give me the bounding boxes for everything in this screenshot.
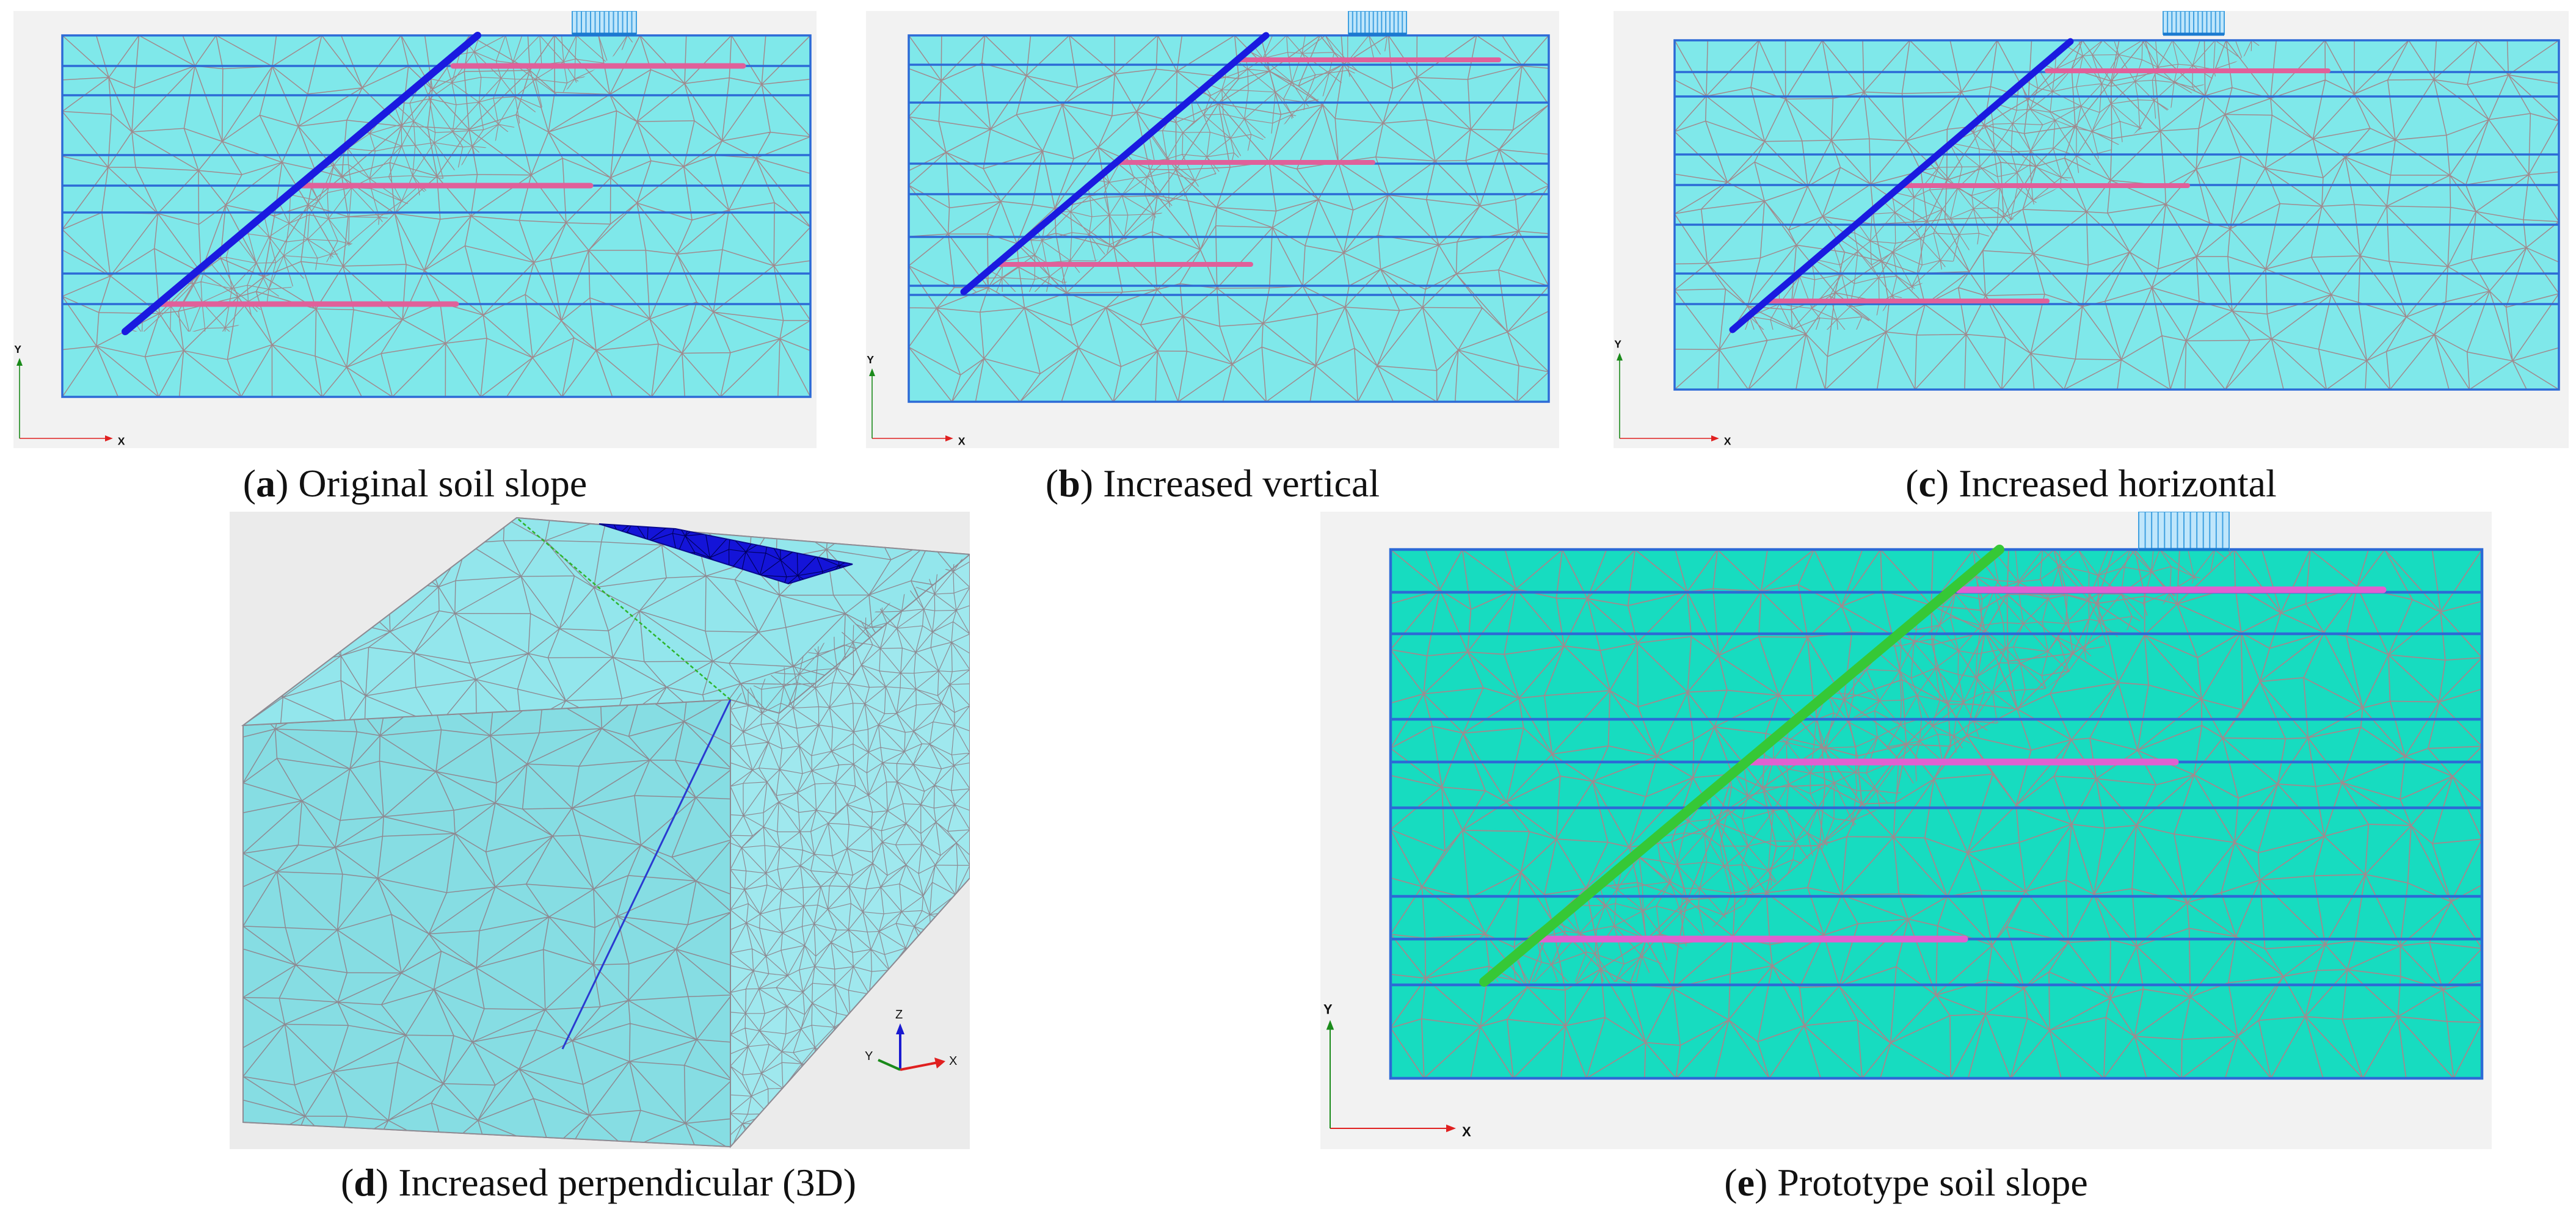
caption-a: (a) Original soil slope (242, 462, 588, 505)
x-axis-label: X (118, 435, 125, 447)
slope-crest-line (516, 517, 731, 700)
x-axis-label: X (1724, 435, 1731, 447)
load-strip (599, 523, 853, 585)
z-axis-arrowhead (896, 1023, 904, 1034)
y-axis-label: Y (1323, 1002, 1333, 1017)
x-axis-arrowhead (105, 435, 113, 441)
model-boundary (61, 34, 812, 398)
y-axis-arrowhead (869, 368, 875, 376)
slope-model-3d: Z X Y (241, 517, 970, 1149)
facing-wall (122, 32, 481, 335)
slope-model-a: XY (14, 11, 812, 447)
slope-model-c: XY (1614, 11, 2560, 447)
y-axis-arrowhead (16, 358, 23, 366)
x-axis-arrow (900, 1061, 939, 1071)
model-boundary (1673, 39, 2560, 391)
facing-wall (1729, 38, 2074, 333)
x-axis-arrowhead (1711, 435, 1719, 441)
z-axis-label: Z (895, 1008, 903, 1022)
y-axis-arrow (878, 1059, 901, 1071)
finite-element-mesh (62, 35, 810, 397)
x-axis-label: X (958, 435, 966, 447)
y-axis-label: Y (14, 343, 21, 355)
y-axis-arrowhead (1326, 1020, 1334, 1030)
soil-domain (1391, 550, 2482, 1078)
panel-d-3d: Z X Y (230, 512, 970, 1149)
caption-d: (d) Increased perpendicular (3D) (340, 1161, 857, 1204)
caption-b: (b) Increased vertical (1045, 462, 1380, 505)
y-axis-arrowhead (1617, 352, 1623, 361)
x-axis-arrowhead (1446, 1124, 1456, 1133)
mesh-group (62, 35, 810, 397)
facing-wall (1479, 545, 2004, 987)
model-boundary (1389, 548, 2484, 1080)
slope-model-b: XY (867, 11, 1550, 447)
x-axis-arrowhead (945, 435, 953, 441)
soil-domain (62, 35, 810, 397)
x-axis-label: X (1462, 1124, 1471, 1139)
caption-c: (c) Increased horizontal (1905, 462, 2277, 505)
x-axis-arrowhead (934, 1058, 945, 1069)
slope-face-line (561, 699, 732, 1050)
y-axis-label: Y (867, 354, 874, 366)
slope-model-e: XY (1323, 512, 2484, 1139)
finite-element-mesh (909, 35, 1549, 402)
caption-e: (e) Prototype soil slope (1724, 1161, 2088, 1204)
model-boundary (908, 34, 1550, 403)
y-axis-label: Y (1614, 338, 1621, 350)
facing-wall (960, 32, 1270, 296)
mesh-group (909, 35, 1549, 402)
x-axis-label: X (949, 1054, 957, 1068)
y-axis-label: Y (865, 1050, 873, 1063)
